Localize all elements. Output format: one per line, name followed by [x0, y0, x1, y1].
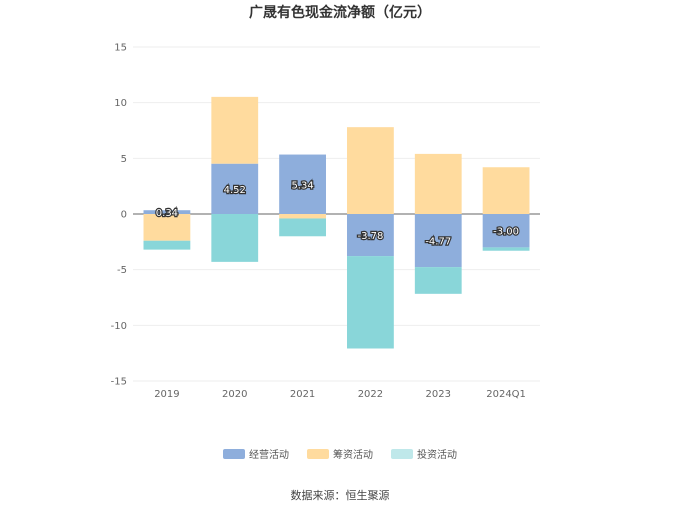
- legend: 经营活动 筹资活动 投资活动: [0, 446, 680, 461]
- bar-segment: [347, 127, 394, 214]
- bar-segment: [211, 96, 259, 164]
- chart-title: 广晟有色现金流净额（亿元）: [249, 5, 431, 21]
- x-tick-label: 2020: [222, 389, 247, 400]
- data-label: 0.34: [156, 208, 178, 219]
- y-tick-label: -15: [111, 377, 127, 388]
- x-tick-label: 2024Q1: [486, 389, 526, 400]
- legend-swatch: [223, 448, 245, 459]
- data-label: -4.77: [425, 237, 451, 248]
- legend-item[interactable]: 筹资活动: [307, 446, 373, 461]
- bar-segment: [347, 214, 394, 257]
- legend-label: 投资活动: [417, 450, 457, 461]
- x-tick-label: 2022: [358, 389, 383, 400]
- bar-segment: [143, 240, 191, 250]
- legend-label: 经营活动: [249, 450, 289, 461]
- data-label: -3.00: [493, 227, 519, 238]
- bar-segment: [482, 214, 530, 248]
- bar-segment: [347, 256, 394, 349]
- x-tick-label: 2019: [154, 389, 179, 400]
- bar-segment: [414, 153, 462, 214]
- bar-segment: [482, 247, 530, 251]
- bar-segment: [414, 267, 462, 294]
- bar-segment: [482, 167, 530, 214]
- bar-segment: [211, 163, 259, 214]
- x-tick-label: 2021: [290, 389, 315, 400]
- bar-segment: [143, 210, 191, 214]
- bar-segment: [414, 214, 462, 268]
- y-tick-label: -5: [117, 265, 127, 276]
- bar-segment: [143, 214, 191, 241]
- legend-item[interactable]: 投资活动: [391, 446, 457, 461]
- bar-segment: [279, 154, 326, 214]
- bar-segment: [279, 214, 326, 219]
- source-note: 数据来源：恒生聚源: [290, 489, 390, 502]
- y-tick-label: 0: [121, 210, 127, 221]
- y-tick-label: 15: [114, 43, 127, 54]
- legend-swatch: [391, 448, 413, 459]
- data-label: 5.34: [291, 180, 313, 191]
- x-tick-label: 2023: [426, 389, 451, 400]
- legend-item[interactable]: 经营活动: [223, 446, 289, 461]
- data-label: -3.78: [357, 231, 383, 242]
- y-tick-label: 10: [114, 98, 127, 109]
- y-tick-label: -10: [111, 321, 127, 332]
- y-tick-label: 5: [121, 154, 127, 165]
- data-label: 4.52: [224, 185, 246, 196]
- bar-segment: [211, 214, 259, 262]
- legend-label: 筹资活动: [333, 450, 373, 461]
- bar-segment: [279, 218, 326, 237]
- legend-swatch: [307, 448, 329, 459]
